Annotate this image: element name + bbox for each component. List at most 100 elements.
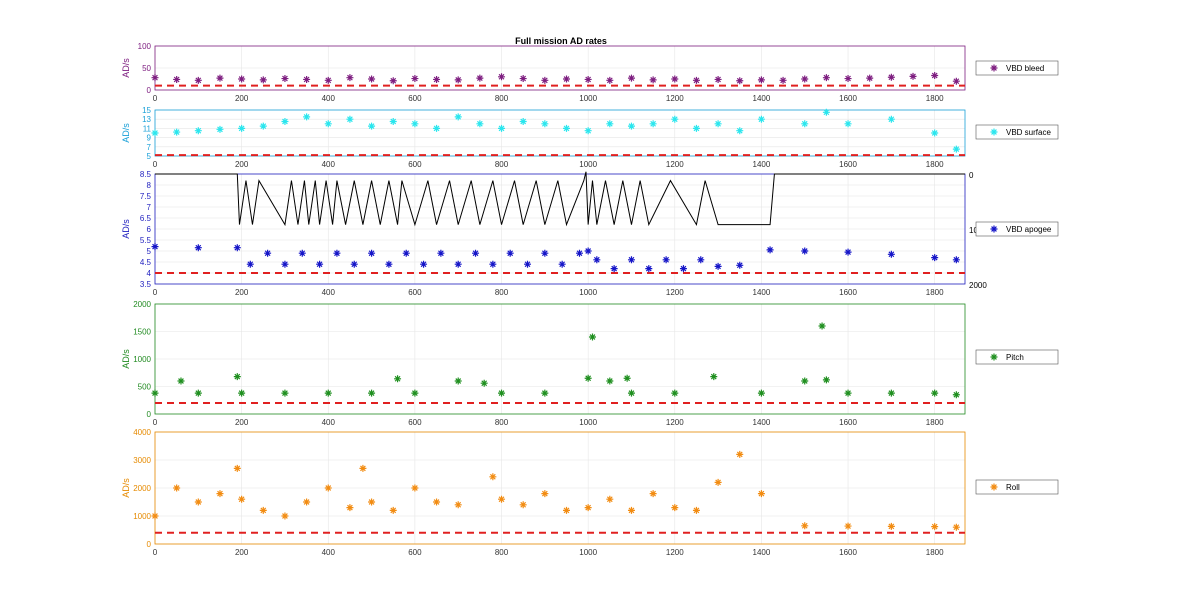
data-point	[303, 75, 311, 83]
data-point	[246, 260, 254, 268]
legend-label: VBD surface	[1006, 128, 1051, 137]
x-tick-label: 200	[235, 160, 249, 169]
y-axis-label: AD/s	[121, 478, 131, 498]
x-tick-label: 800	[495, 94, 509, 103]
y2-tick-label: 2000	[969, 281, 987, 290]
y-axis-label: AD/s	[121, 58, 131, 78]
x-tick-label: 600	[408, 548, 422, 557]
axes-box	[154, 45, 966, 91]
y-tick-label: 7	[147, 203, 152, 212]
x-tick-label: 1800	[926, 94, 944, 103]
y-axis-label: AD/s	[121, 123, 131, 143]
data-point	[433, 75, 441, 83]
y-tick-label: 0	[147, 410, 152, 419]
data-point	[584, 247, 592, 255]
data-point	[238, 124, 246, 132]
data-point	[506, 249, 514, 257]
data-point	[562, 506, 570, 514]
data-point	[692, 76, 700, 84]
data-point	[822, 74, 830, 82]
data-point	[714, 262, 722, 270]
x-tick-label: 200	[235, 94, 249, 103]
data-point	[519, 118, 527, 125]
y-axis-label: AD/s	[121, 219, 131, 239]
data-point	[887, 522, 895, 530]
x-tick-label: 400	[322, 288, 336, 297]
data-point	[454, 76, 462, 84]
y-tick-label: 100	[138, 42, 152, 51]
data-point	[420, 260, 428, 268]
data-point	[350, 260, 358, 268]
x-tick-label: 1800	[926, 160, 944, 169]
data-point	[909, 72, 917, 80]
figure-title: Full mission AD rates	[515, 36, 607, 46]
legend: Roll	[975, 479, 1059, 495]
x-tick-label: 800	[495, 288, 509, 297]
data-point	[216, 490, 224, 498]
data-point	[281, 260, 289, 268]
y2-tick-label: 0	[969, 171, 974, 180]
data-point	[411, 389, 419, 397]
data-point	[368, 498, 376, 506]
data-point	[281, 512, 289, 520]
data-point	[714, 478, 722, 486]
data-point	[472, 249, 480, 257]
data-point	[411, 484, 419, 492]
y-tick-label: 7.5	[140, 192, 152, 201]
data-point	[714, 75, 722, 83]
data-point	[480, 379, 488, 387]
axes-box	[154, 173, 966, 285]
data-point	[671, 75, 679, 83]
data-point	[818, 322, 826, 330]
data-point	[584, 75, 592, 83]
data-point	[259, 122, 267, 130]
data-point	[346, 115, 354, 123]
data-point	[541, 490, 549, 498]
data-point	[584, 127, 592, 135]
data-point	[671, 115, 679, 123]
x-tick-label: 1200	[666, 160, 684, 169]
x-tick-label: 1000	[579, 288, 597, 297]
data-point	[216, 125, 224, 133]
y-tick-label: 0	[147, 86, 152, 95]
x-tick-label: 1000	[579, 548, 597, 557]
data-point	[194, 244, 202, 252]
data-point	[394, 375, 402, 383]
legend-label: Roll	[1006, 483, 1020, 492]
data-point	[736, 127, 744, 135]
x-tick-label: 1800	[926, 418, 944, 427]
data-point	[454, 113, 462, 121]
data-point	[489, 473, 497, 481]
data-point	[216, 74, 224, 82]
data-point	[736, 77, 744, 85]
y-tick-label: 1000	[133, 512, 151, 521]
data-point	[454, 501, 462, 509]
data-point	[151, 389, 159, 397]
x-tick-label: 200	[235, 288, 249, 297]
y-tick-label: 7	[147, 143, 152, 152]
data-point	[368, 122, 376, 130]
data-point	[844, 389, 852, 397]
x-tick-label: 1200	[666, 418, 684, 427]
data-point	[368, 75, 376, 83]
data-point	[433, 498, 441, 506]
data-point	[498, 495, 506, 503]
x-tick-label: 1800	[926, 548, 944, 557]
data-point	[584, 374, 592, 382]
y-tick-label: 8.5	[140, 170, 152, 179]
data-point	[610, 265, 618, 273]
data-point	[779, 76, 787, 84]
y-tick-label: 1500	[133, 328, 151, 337]
data-point	[433, 124, 441, 132]
series-line	[155, 171, 965, 227]
y-tick-label: 2000	[133, 484, 151, 493]
data-point	[177, 377, 185, 385]
x-tick-label: 400	[322, 160, 336, 169]
data-point	[324, 120, 332, 128]
y-tick-label: 3000	[133, 456, 151, 465]
data-point	[952, 523, 960, 531]
data-point	[671, 504, 679, 512]
x-tick-label: 1400	[753, 94, 771, 103]
y-tick-label: 6	[147, 225, 152, 234]
data-point	[627, 506, 635, 514]
